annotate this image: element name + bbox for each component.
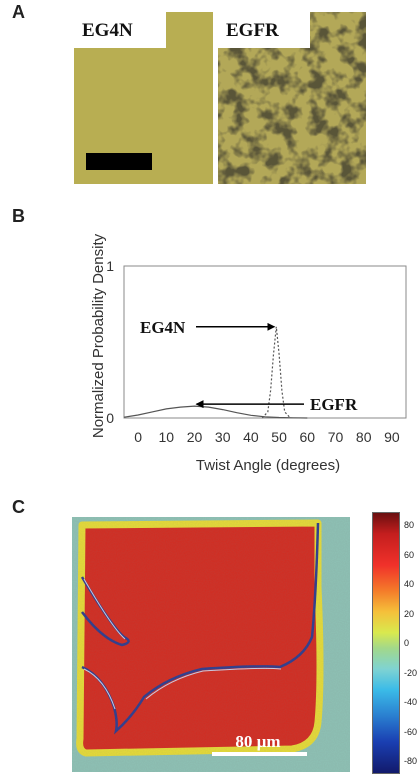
color-bar-tick-label: -80 bbox=[404, 756, 418, 766]
annotation-egfr-label: EGFR bbox=[310, 395, 358, 414]
micrograph-eg4n-label: EG4N bbox=[74, 12, 166, 48]
micrograph-scale-bar bbox=[86, 153, 152, 170]
x-tick-label: 90 bbox=[384, 429, 400, 445]
panel-b-letter: B bbox=[12, 206, 25, 226]
y-tick-label: 1 bbox=[106, 258, 114, 274]
color-bar-tick-label: 80 bbox=[404, 520, 415, 530]
angle-map: 80 µm bbox=[72, 517, 350, 772]
color-bar-tick-label: 60 bbox=[404, 549, 415, 560]
micrograph-egfr: EGFR bbox=[218, 12, 366, 184]
x-tick-label: 30 bbox=[215, 429, 231, 445]
color-bar-tick-label: 0 bbox=[404, 638, 410, 648]
chart-y-axis-label: Normalized Probability Density bbox=[90, 233, 107, 438]
twist-angle-chart: 0 10 20 30 40 50 60 70 80 90 0 1 EG4N EGFR Twist Ang… bbox=[90, 233, 407, 474]
micrograph-eg4n: EG4N bbox=[74, 12, 213, 184]
micrograph-egfr-label: EGFR bbox=[218, 12, 310, 48]
y-tick-label: 0 bbox=[106, 410, 114, 426]
color-bar-tick-label: 40 bbox=[404, 579, 415, 589]
angle-map-scale-bar-label: 80 µm bbox=[235, 732, 280, 751]
chart-annotations: EG4N EGFR bbox=[140, 318, 358, 414]
color-bar-ticks: 80 60 40 20 0 -20 -40 -60 -80 bbox=[404, 512, 418, 774]
color-bar bbox=[372, 512, 400, 774]
chart-axes bbox=[123, 265, 407, 419]
chart-ticks: 0 10 20 30 40 50 60 70 80 90 0 1 bbox=[106, 258, 400, 445]
chart-x-axis-label: Twist Angle (degrees) bbox=[196, 457, 340, 474]
angle-map-scale-bar bbox=[212, 752, 307, 756]
series-egfr-line bbox=[123, 405, 308, 419]
chart-plot-frame bbox=[123, 265, 407, 419]
x-tick-label: 60 bbox=[300, 429, 316, 445]
annotation-eg4n-label: EG4N bbox=[140, 318, 186, 337]
color-bar-tick-label: -60 bbox=[404, 726, 418, 737]
panel-c-letter: C bbox=[12, 497, 25, 517]
color-bar-tick-label: 20 bbox=[404, 608, 415, 619]
x-tick-label: 50 bbox=[271, 429, 287, 445]
x-tick-label: 80 bbox=[356, 429, 372, 445]
panel-a-letter: A bbox=[12, 2, 25, 22]
x-tick-label: 10 bbox=[159, 429, 175, 445]
color-bar-tick-label: -20 bbox=[404, 667, 418, 678]
color-bar-tick-label: -40 bbox=[404, 697, 418, 707]
x-tick-label: 70 bbox=[328, 429, 344, 445]
x-tick-label: 40 bbox=[243, 429, 259, 445]
x-tick-label: 0 bbox=[134, 429, 142, 445]
x-tick-label: 20 bbox=[187, 429, 203, 445]
